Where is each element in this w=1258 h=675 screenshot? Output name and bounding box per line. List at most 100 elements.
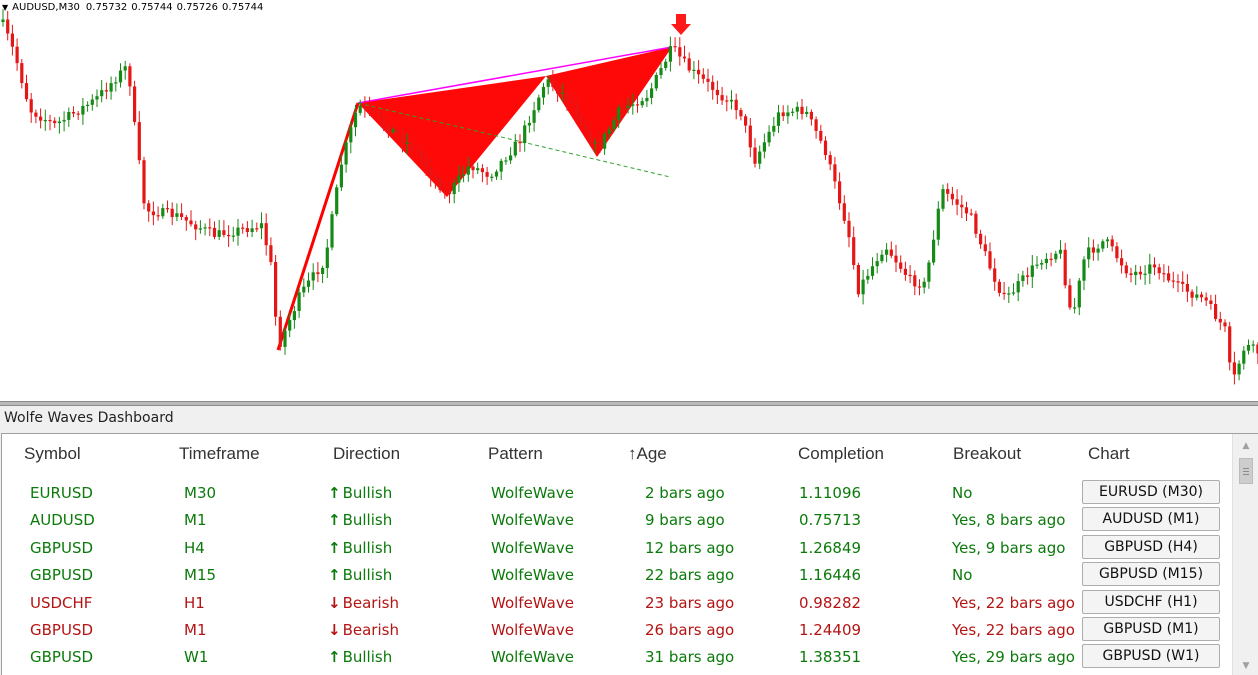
open-chart-button[interactable]: GBPUSD (H4) (1082, 534, 1220, 559)
candle-body (800, 106, 804, 114)
candle-body (870, 266, 875, 276)
panel-splitter[interactable] (0, 401, 1258, 406)
table-row[interactable]: AUDUSD M1 ↑ Bullish WolfeWave 9 bars ago 0.757… (2, 506, 1227, 533)
candle-body (734, 99, 738, 111)
candle-body (1073, 307, 1077, 309)
open-chart-button[interactable]: GBPUSD (M15) (1082, 562, 1220, 587)
candle-body (767, 131, 771, 143)
candle-body (913, 275, 917, 287)
candle-body (1077, 280, 1081, 308)
candle-body (932, 239, 936, 263)
candle-body (955, 199, 959, 205)
cell-direction: ↑ Bullish (328, 511, 392, 529)
table-row[interactable]: EURUSD M30 ↑ Bullish WolfeWave 2 bars ago 1.11… (2, 479, 1227, 506)
candle-body (1115, 246, 1119, 259)
candle-body (697, 69, 701, 75)
column-header-completion[interactable]: Completion (798, 444, 884, 463)
ohlc-close: 0.75744 (222, 1, 264, 13)
scroll-down-arrow-icon[interactable]: ▼ (1242, 661, 1250, 671)
table-row[interactable]: GBPUSD W1 ↑ Bullish WolfeWave 31 bars ago 1.38… (2, 643, 1227, 670)
table-row[interactable]: GBPUSD H4 ↑ Bullish WolfeWave 12 bars ago 1.26… (2, 534, 1227, 561)
open-chart-button[interactable]: AUDUSD (M1) (1082, 507, 1220, 532)
candle-body (156, 215, 160, 217)
column-header-timeframe[interactable]: Timeframe (179, 444, 260, 463)
table-row[interactable]: GBPUSD M1 ↓ Bearish WolfeWave 26 bars ago 1.24… (2, 616, 1227, 643)
candle-body (1167, 273, 1171, 281)
candle-body (678, 47, 682, 57)
table-row[interactable]: GBPUSD M15 ↑ Bullish WolfeWave 22 bars ago 1.1… (2, 561, 1227, 588)
cell-breakout: Yes, 9 bars ago (952, 538, 1066, 557)
candle-body (1148, 264, 1152, 274)
column-header-breakout[interactable]: Breakout (953, 444, 1022, 463)
arrow-down-icon: ↓ (328, 621, 341, 639)
cell-breakout: Yes, 8 bars ago (952, 511, 1066, 530)
candle-body (1058, 249, 1063, 254)
candle-body (104, 90, 108, 92)
arrow-up-icon: ↑ (328, 484, 341, 502)
candle-body (81, 106, 85, 115)
candle-body (391, 129, 395, 133)
candle-body (438, 178, 442, 191)
scrollbar-thumb[interactable] (1239, 458, 1253, 484)
price-chart[interactable]: ▼ AUDUSD,M30 0.75732 0.75744 0.75726 0.7574… (0, 0, 1258, 401)
candle-body (245, 228, 249, 232)
candle-body (668, 46, 672, 62)
candle-body (1162, 273, 1166, 275)
candle-body (297, 292, 301, 311)
ohlc-low: 0.75726 (176, 1, 218, 13)
scroll-up-arrow-icon[interactable]: ▲ (1242, 441, 1250, 451)
cell-symbol: GBPUSD (30, 621, 94, 639)
candle-body (1016, 281, 1020, 293)
column-header-direction[interactable]: Direction (333, 444, 401, 463)
candle-body (292, 311, 296, 321)
candle-body (776, 112, 781, 126)
candle-body (1124, 265, 1128, 274)
candle-body (753, 147, 757, 164)
candle-body (1214, 304, 1218, 319)
candle-body (612, 120, 616, 130)
candle-body (772, 125, 776, 132)
candle-body (861, 279, 865, 295)
open-chart-button[interactable]: GBPUSD (W1) (1082, 644, 1220, 669)
candle-body (1134, 271, 1138, 276)
cell-breakout: No (952, 484, 973, 502)
candle-body (133, 86, 137, 122)
candle-body (269, 245, 273, 262)
open-chart-button[interactable]: GBPUSD (M1) (1082, 617, 1220, 641)
cell-breakout: No (952, 566, 973, 585)
wolfe-wave-triangle-left (358, 76, 546, 197)
open-chart-button[interactable]: EURUSD (M30) (1082, 480, 1220, 504)
cell-direction: ↑ Bullish (328, 484, 392, 502)
candle-body (687, 58, 691, 71)
chart-menu-triangle-icon[interactable]: ▼ (2, 2, 9, 12)
candle-body (471, 166, 475, 171)
candle-body (1044, 258, 1048, 264)
column-header-pattern[interactable]: Pattern (488, 444, 543, 463)
column-header-age[interactable]: ↑Age (628, 444, 667, 464)
candle-body (457, 175, 461, 183)
candlestick-chart-canvas[interactable] (0, 0, 1258, 401)
column-header-chart[interactable]: Chart (1088, 444, 1130, 463)
column-header-symbol[interactable]: Symbol (24, 444, 81, 463)
candle-body (1049, 258, 1053, 260)
cell-pattern: WolfeWave (491, 648, 574, 667)
candle-body (325, 247, 329, 268)
candle-body (645, 97, 649, 102)
open-chart-button[interactable]: USDCHF (H1) (1082, 589, 1220, 614)
candle-body (1251, 344, 1255, 346)
candle-body (1054, 253, 1058, 260)
candle-body (377, 112, 381, 116)
candle-body (532, 110, 536, 123)
candle-body (889, 249, 893, 256)
table-row[interactable]: USDCHF H1 ↓ Bearish WolfeWave 23 bars ago 0.98… (2, 589, 1227, 616)
candle-body (1011, 292, 1016, 294)
vertical-scrollbar[interactable]: ▲ ▼ (1232, 434, 1258, 675)
candle-body (490, 176, 494, 178)
candle-body (274, 262, 278, 317)
candle-body (828, 155, 832, 165)
cell-age: 26 bars ago (645, 621, 735, 639)
candle-body (147, 203, 151, 212)
candle-body (654, 75, 658, 89)
candle-body (917, 286, 922, 288)
cell-breakout: Yes, 22 bars ago (952, 621, 1075, 639)
